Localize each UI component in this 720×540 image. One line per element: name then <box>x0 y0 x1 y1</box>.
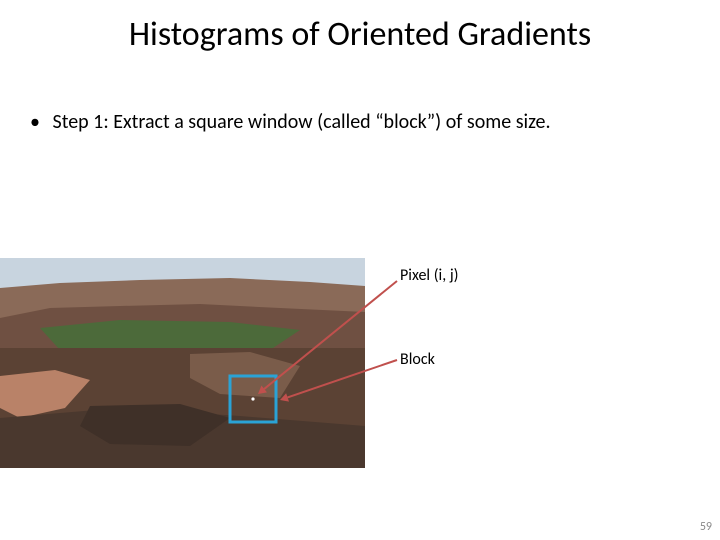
label-pixel: Pixel (i, j) <box>400 266 459 285</box>
slide-title: Histograms of Oriented Gradients <box>0 14 720 55</box>
bullet-text: Step 1: Extract a square window (called … <box>53 110 683 134</box>
canyon-svg <box>0 258 365 468</box>
canyon-image <box>0 258 365 468</box>
page-number: 59 <box>700 520 712 534</box>
label-block: Block <box>400 350 435 369</box>
bullet-step1: • Step 1: Extract a square window (calle… <box>30 110 690 134</box>
bullet-marker: • <box>30 110 48 134</box>
